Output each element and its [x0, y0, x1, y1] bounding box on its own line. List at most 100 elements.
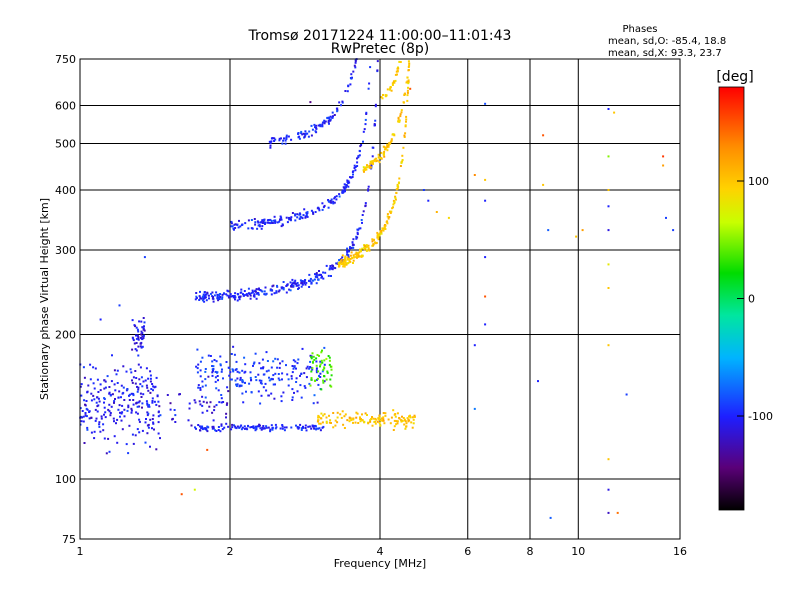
data-point	[285, 285, 288, 287]
data-point	[127, 452, 130, 455]
data-point	[313, 123, 316, 126]
data-point	[405, 118, 408, 121]
data-point	[333, 114, 336, 116]
data-point	[383, 226, 386, 229]
chart-subtitle: RwPretec (8p)	[331, 41, 429, 57]
data-point	[240, 424, 243, 427]
data-point	[227, 296, 230, 299]
data-point	[321, 123, 324, 126]
data-point	[542, 183, 545, 186]
data-point	[96, 410, 99, 413]
data-point	[304, 424, 307, 427]
data-point	[375, 160, 378, 163]
data-point	[294, 279, 297, 282]
data-point	[301, 217, 304, 220]
data-point	[83, 399, 86, 402]
data-point	[109, 412, 112, 414]
data-point	[363, 170, 365, 173]
data-point	[269, 142, 272, 144]
data-point	[196, 367, 199, 370]
data-point	[241, 380, 244, 383]
data-point	[324, 271, 327, 274]
data-point	[369, 162, 372, 165]
data-point	[300, 130, 303, 133]
data-point	[340, 104, 342, 107]
data-point	[412, 422, 415, 425]
data-point	[355, 411, 358, 414]
data-point	[280, 216, 283, 219]
data-point	[194, 298, 197, 301]
data-point	[265, 389, 268, 392]
data-point	[252, 425, 255, 428]
data-point	[406, 76, 409, 79]
data-point	[321, 361, 324, 364]
data-point	[398, 60, 401, 63]
data-point	[276, 358, 279, 361]
data-point	[405, 422, 408, 425]
data-point	[139, 383, 142, 386]
data-point	[93, 437, 96, 440]
data-point	[109, 394, 112, 397]
data-point	[132, 442, 135, 445]
data-point	[253, 293, 256, 296]
data-point	[371, 416, 373, 418]
data-point	[318, 427, 321, 430]
data-point	[398, 417, 401, 419]
data-point	[371, 163, 374, 165]
data-point	[331, 264, 334, 267]
data-point	[336, 421, 339, 424]
data-point	[309, 277, 312, 280]
data-point	[367, 189, 370, 192]
data-point	[241, 379, 244, 381]
data-point	[304, 134, 307, 137]
data-point	[315, 127, 318, 129]
data-point	[194, 401, 197, 404]
data-point	[265, 426, 268, 429]
data-point	[291, 212, 294, 214]
data-point	[274, 138, 277, 141]
data-point	[288, 217, 291, 220]
x-axis-label: Frequency [MHz]	[334, 557, 426, 570]
data-point	[370, 164, 373, 167]
data-point	[205, 293, 208, 296]
data-point	[214, 380, 217, 383]
data-point	[281, 142, 284, 145]
data-point	[350, 251, 353, 254]
data-point	[153, 428, 155, 431]
data-point	[280, 395, 283, 398]
data-point	[328, 421, 331, 424]
data-point	[327, 355, 330, 357]
data-point	[216, 296, 219, 299]
data-point	[198, 425, 201, 428]
data-point	[334, 196, 337, 199]
data-point	[368, 164, 371, 167]
data-point	[344, 185, 347, 188]
data-point	[138, 405, 141, 408]
data-point	[366, 166, 369, 169]
data-point	[319, 125, 322, 128]
data-point	[309, 354, 312, 357]
data-point	[178, 393, 181, 396]
data-point	[395, 423, 398, 426]
data-point	[240, 384, 243, 387]
data-point	[302, 425, 304, 428]
data-point	[346, 258, 349, 261]
data-point	[244, 363, 247, 366]
data-point	[308, 286, 311, 288]
y-tick-label: 400	[55, 184, 76, 197]
data-point	[111, 354, 113, 357]
data-point	[296, 390, 299, 393]
data-point	[366, 414, 368, 416]
data-point	[137, 388, 140, 391]
data-point	[262, 425, 265, 427]
data-point	[359, 145, 362, 148]
data-point	[204, 396, 207, 399]
data-point	[314, 275, 317, 278]
data-point	[341, 256, 344, 259]
data-point	[396, 73, 398, 76]
data-point	[217, 426, 220, 428]
data-point	[205, 299, 208, 302]
data-point	[393, 413, 396, 416]
data-point	[270, 424, 273, 427]
data-point	[274, 427, 277, 430]
